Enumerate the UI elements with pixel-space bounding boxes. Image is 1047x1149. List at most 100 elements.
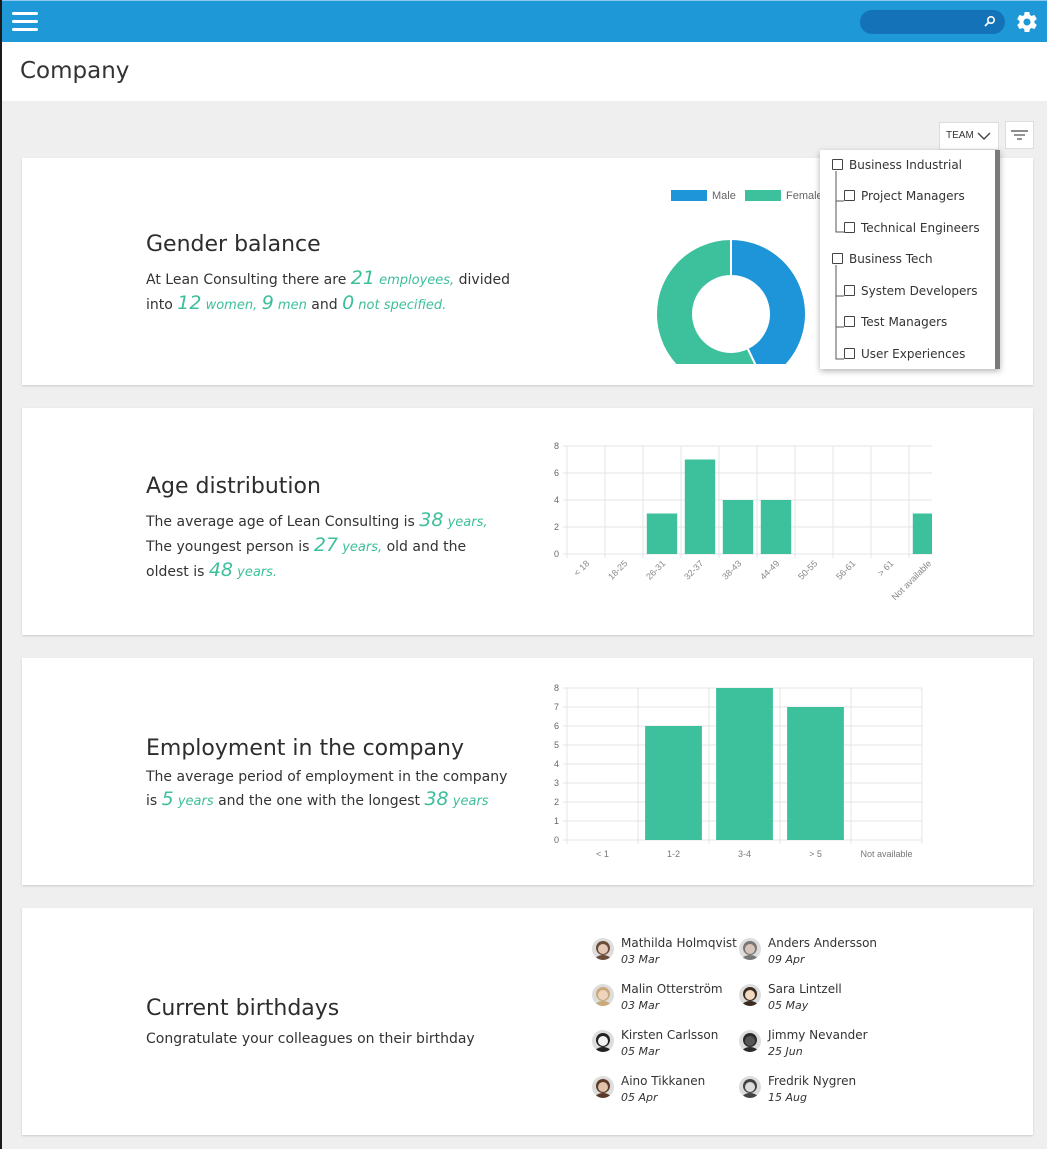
age-bar-chart: 0 2 4 6 8 < 18 18-25 26-31 32-37 38-43 44-49 50-55 5… [554,441,932,602]
birthday-name: Mathilda Holmqvist [621,936,737,950]
birthday-name: Jimmy Nevander [768,1028,868,1042]
donut-slice-female[interactable] [655,237,764,364]
x-tick-label: 3-4 [738,849,751,859]
gender-description: At Lean Consulting there are 21 employee… [146,267,510,314]
team-dropdown-panel: Business Industrial Project Managers Tec… [820,150,1000,369]
checkbox[interactable] [832,159,843,170]
legend-label-female[interactable]: Female [786,190,823,202]
avatar[interactable] [739,1076,761,1098]
avatar[interactable] [739,938,761,960]
search-icon[interactable] [983,14,997,28]
team-option-system-developers[interactable]: System Developers [844,284,978,298]
birthday-name: Fredrik Nygren [768,1074,857,1088]
team-option-user-experiences[interactable]: User Experiences [844,347,965,361]
age-distribution-card: Age distribution The average age of Lean… [22,408,1033,635]
x-tick-label: 50-55 [796,558,819,581]
x-tick-label: > 61 [876,558,896,578]
y-tick-label: 2 [554,797,559,807]
avatar[interactable] [592,938,614,960]
birthday-date: 09 Apr [768,953,805,966]
bar[interactable] [645,726,702,840]
employment-description: The average period of employment in the … [146,769,508,810]
gender-donut-chart: Male Female [655,190,823,364]
y-tick-label: 3 [554,778,559,788]
legend-swatch-female [745,190,781,201]
page-header: Company [2,42,1047,101]
checkbox[interactable] [844,222,855,233]
team-option-business-industrial[interactable]: Business Industrial [832,158,962,172]
checkbox[interactable] [844,285,855,296]
x-tick-label: 38-43 [720,558,743,581]
x-tick-label: 26-31 [644,558,667,581]
x-tick-label: < 18 [572,558,592,578]
birthday-date: 05 May [768,999,809,1012]
team-label: TEAM [946,130,974,141]
employment-bar-chart: 0 1 2 3 4 5 6 7 8 < 1 1-2 3-4 > 5 Not available [554,683,923,859]
birthday-date: 05 Mar [621,1045,660,1058]
search-box[interactable] [860,10,1005,34]
team-dropdown-button[interactable]: TEAM [939,122,999,150]
bar[interactable] [787,707,844,840]
bar[interactable] [646,513,678,555]
checkbox[interactable] [844,348,855,359]
team-option-project-managers[interactable]: Project Managers [844,189,965,203]
bar[interactable] [912,513,932,555]
page-title: Company [20,58,130,84]
tree-lines [835,171,844,360]
bar[interactable] [760,500,792,554]
birthday-name: Aino Tikkanen [621,1074,706,1088]
avatar[interactable] [592,1076,614,1098]
y-tick-label: 8 [554,441,559,451]
y-tick-label: 5 [554,740,559,750]
x-tick-label: Not available [860,849,912,859]
search-input[interactable] [870,13,980,31]
x-tick-label: 56-61 [834,558,857,581]
bar[interactable] [722,500,754,554]
x-tick-label: > 5 [809,849,822,859]
birthday-date: 03 Mar [621,999,660,1012]
x-tick-label: 1-2 [667,849,680,859]
y-tick-label: 1 [554,816,559,826]
y-tick-label: 2 [554,522,559,532]
gender-title: Gender balance [146,232,321,257]
filter-button[interactable] [1005,121,1034,149]
bar[interactable] [684,459,716,555]
birthday-name: Anders Andersson [768,936,878,950]
menu-icon[interactable] [12,11,38,33]
y-tick-label: 6 [554,721,559,731]
birthday-name: Sara Lintzell [768,982,842,996]
avatar[interactable] [592,1030,614,1052]
legend-label-male[interactable]: Male [712,190,736,202]
checkbox[interactable] [832,253,843,264]
y-tick-label: 0 [554,549,559,559]
birthday-date: 03 Mar [621,953,660,966]
chevron-down-icon [977,132,991,140]
birthday-name: Malin Otterström [621,982,723,996]
x-tick-label: 44-49 [758,558,781,581]
checkbox[interactable] [844,316,855,327]
birthday-date: 15 Aug [768,1091,807,1104]
team-option-business-tech[interactable]: Business Tech [832,252,933,266]
x-tick-label: 18-25 [606,558,629,581]
donut-slice-male[interactable] [730,237,807,364]
team-option-test-managers[interactable]: Test Managers [844,315,947,329]
employment-card: Employment in the company The average pe… [22,658,1033,885]
birthday-name: Kirsten Carlsson [621,1028,719,1042]
employment-title: Employment in the company [146,736,464,761]
settings-gear-icon[interactable] [1015,10,1039,34]
filter-icon [1011,130,1028,140]
legend-swatch-male [671,190,707,201]
bar[interactable] [716,688,773,840]
checkbox[interactable] [844,190,855,201]
birthday-date: 05 Apr [621,1091,658,1104]
y-tick-label: 8 [554,683,559,693]
birthdays-title: Current birthdays [146,996,340,1021]
avatar[interactable] [739,984,761,1006]
team-option-technical-engineers[interactable]: Technical Engineers [844,221,980,235]
avatar[interactable] [739,1030,761,1052]
y-tick-label: 0 [554,835,559,845]
x-tick-label: 32-37 [682,558,705,581]
birthday-date: 25 Jun [768,1045,803,1058]
avatar[interactable] [592,984,614,1006]
age-description: The average age of Lean Consulting is 38… [146,509,488,581]
